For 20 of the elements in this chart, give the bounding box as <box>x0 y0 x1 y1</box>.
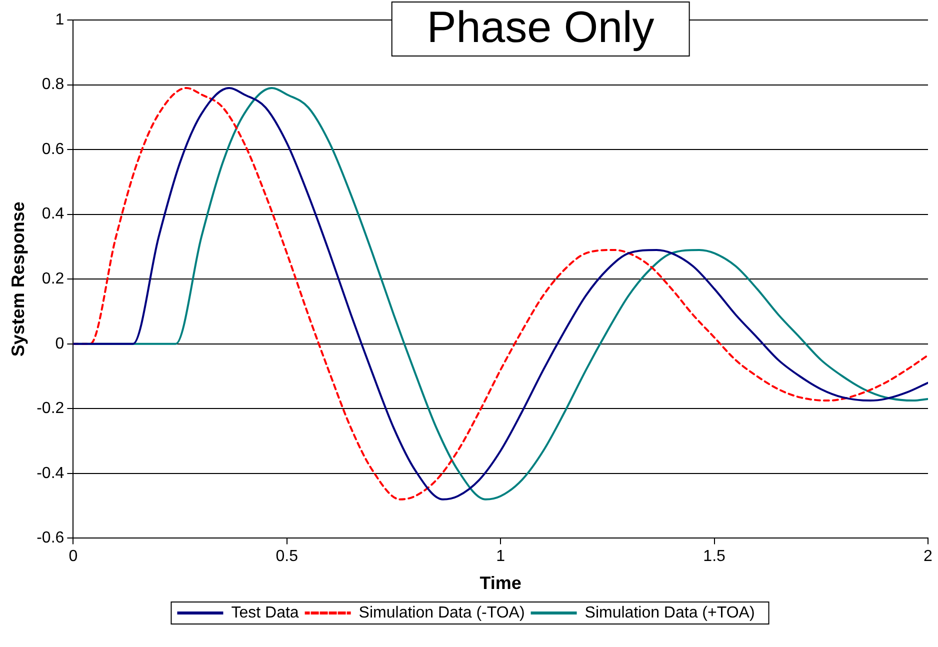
x-tick-label: 1.5 <box>703 548 726 566</box>
x-tick-label: 1 <box>496 548 506 566</box>
legend-label: Simulation Data (-TOA) <box>358 604 525 622</box>
y-tick-label: -0.2 <box>36 400 64 418</box>
legend-label: Test Data <box>231 604 299 622</box>
y-tick-label: 1 <box>55 11 64 28</box>
y-tick-label: 0.2 <box>42 270 64 288</box>
x-tick-label: 0.5 <box>276 548 298 566</box>
y-tick-label: 0.4 <box>42 206 64 223</box>
y-axis-title: System Response <box>8 202 28 357</box>
y-tick-label: 0.8 <box>42 76 64 94</box>
legend-label: Simulation Data (+TOA) <box>584 604 755 622</box>
y-tick-label: -0.4 <box>36 464 64 482</box>
y-tick-label: -0.6 <box>36 530 64 547</box>
y-tick-label: 0 <box>55 335 64 352</box>
x-axis-title: Time <box>480 573 522 594</box>
y-tick-label: 0.6 <box>42 140 64 158</box>
x-tick-label: 0 <box>68 548 78 566</box>
chart-title: Phase Only <box>426 3 654 52</box>
x-tick-label: 2 <box>924 548 933 566</box>
